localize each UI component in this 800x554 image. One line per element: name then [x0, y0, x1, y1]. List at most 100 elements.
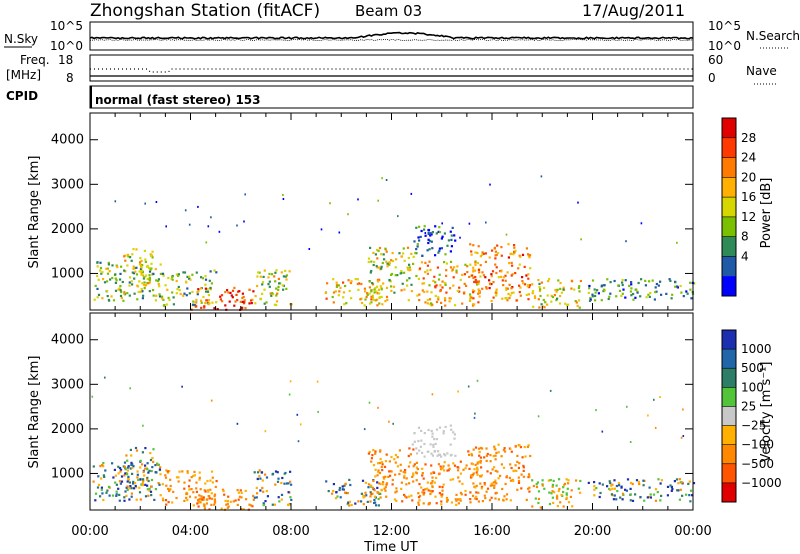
echo-cell: [488, 287, 491, 290]
echo-cell: [120, 475, 124, 478]
echo-cell: [437, 450, 440, 453]
echo-cell: [202, 498, 205, 501]
echo-cell: [177, 273, 180, 276]
echo-cell: [119, 470, 122, 473]
echo-cell: [453, 433, 456, 436]
echo-cell: [528, 286, 531, 289]
echo-cell: [259, 298, 263, 301]
echo-cell: [458, 480, 461, 483]
echo-cell: [472, 482, 475, 485]
echo-cell: [388, 470, 391, 473]
echo-cell: [562, 286, 565, 289]
echo-cell: [381, 177, 383, 180]
echo-cell: [376, 278, 379, 281]
echo-cell: [437, 298, 440, 301]
echo-cell: [280, 498, 283, 501]
echo-cell: [280, 493, 284, 496]
echo-cell: [449, 454, 452, 457]
echo-cell: [143, 283, 146, 287]
echo-cell: [567, 501, 571, 504]
echo-cell: [597, 292, 600, 295]
echo-cell: [629, 499, 632, 502]
echo-cell: [224, 499, 227, 502]
echo-cell: [285, 482, 289, 485]
echo-cell: [415, 248, 418, 251]
echo-cell: [342, 291, 346, 294]
echo-cell: [443, 281, 447, 285]
echo-cell: [620, 485, 623, 488]
echo-cell: [206, 301, 209, 305]
echo-cell: [493, 466, 496, 469]
echo-cell: [112, 476, 115, 479]
echo-cell: [207, 299, 211, 302]
echo-cell: [275, 294, 278, 297]
echo-cell: [135, 266, 138, 269]
echo-cell: [407, 465, 410, 468]
echo-cell: [155, 279, 158, 282]
echo-cell: [119, 482, 122, 485]
echo-cell: [433, 275, 436, 278]
nsearch-trace: [90, 38, 694, 42]
echo-cell: [219, 295, 222, 298]
echo-cell: [472, 266, 475, 269]
echo-cell: [415, 471, 418, 474]
echo-cell: [416, 243, 419, 246]
echo-cell: [370, 260, 373, 263]
echo-cell: [385, 286, 389, 289]
echo-cell: [192, 491, 195, 494]
colorbar-tick-label: 8: [741, 230, 749, 244]
echo-cell: [554, 288, 557, 292]
echo-cell: [250, 302, 253, 305]
echo-cell: [489, 460, 492, 463]
echo-cell: [407, 299, 410, 302]
echo-cell: [342, 488, 345, 491]
echo-cell: [197, 501, 201, 504]
echo-cell: [348, 289, 351, 293]
echo-cell: [437, 463, 440, 466]
echo-cell: [457, 502, 460, 505]
echo-cell: [525, 498, 528, 501]
echo-cell: [426, 298, 429, 302]
echo-cell: [429, 489, 432, 493]
echo-cell: [477, 460, 481, 463]
echo-cell: [123, 496, 126, 499]
echo-cell: [385, 250, 388, 253]
echo-cell: [469, 491, 472, 494]
echo-cell: [522, 475, 525, 478]
echo-cell: [158, 285, 161, 288]
echo-cell: [124, 490, 127, 493]
echo-cell: [429, 443, 432, 446]
echo-cell: [540, 303, 543, 306]
echo-cell: [148, 290, 151, 293]
echo-cell: [557, 279, 560, 282]
echo-cell: [141, 297, 144, 300]
echo-cell: [376, 486, 379, 489]
echo-cell: [224, 290, 227, 294]
echo-cell: [469, 243, 472, 246]
echo-cell: [375, 265, 378, 268]
echo-cell: [511, 264, 514, 267]
echo-cell: [484, 252, 487, 255]
echo-cell: [339, 286, 342, 289]
echo-cell: [438, 226, 441, 229]
echo-cell: [202, 295, 205, 299]
echo-cell: [666, 485, 670, 488]
echo-cell: [96, 261, 99, 264]
echo-cell: [460, 493, 463, 496]
echo-cell: [366, 500, 369, 503]
echo-cell: [161, 295, 164, 298]
echo-cell: [439, 465, 442, 468]
colorbar-tick-label: 4: [741, 249, 749, 263]
echo-cell: [250, 299, 253, 302]
echo-cell: [124, 468, 127, 471]
echo-cell: [373, 501, 376, 505]
echo-cell: [166, 470, 169, 473]
echo-cell: [393, 458, 396, 461]
echo-cell: [369, 500, 372, 503]
echo-cell: [417, 426, 421, 429]
echo-cell: [271, 292, 274, 295]
echo-cell: [639, 295, 642, 298]
echo-cell: [164, 474, 167, 477]
echo-cell: [144, 202, 146, 205]
